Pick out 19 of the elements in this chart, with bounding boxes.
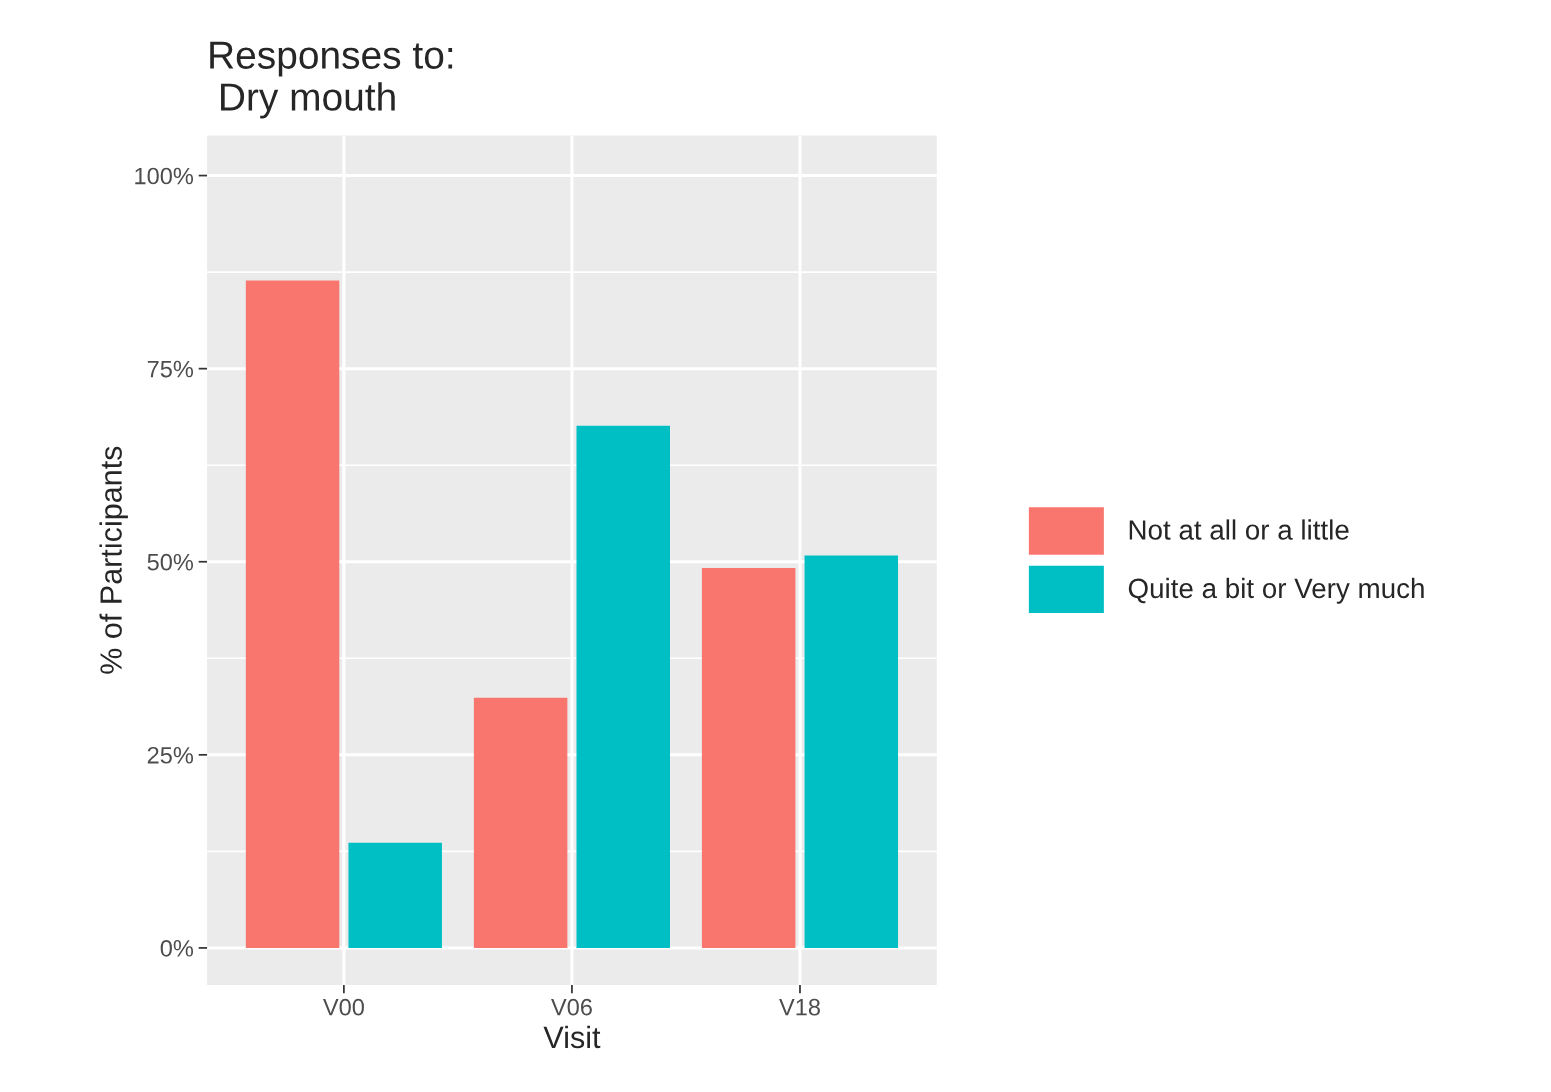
y-tick-label: 75%: [147, 360, 194, 378]
y-axis-title: % of Participants: [99, 446, 128, 674]
x-tick-label: V00: [322, 998, 364, 1016]
bar: [473, 697, 568, 948]
chart-title: Responses to: Dry mouth: [210, 41, 453, 119]
y-tick-label: 25%: [147, 746, 194, 764]
bar: [576, 425, 670, 948]
bar: [348, 842, 442, 948]
bar: [701, 567, 796, 948]
y-tick-label: 100%: [135, 167, 194, 185]
bar: [804, 555, 899, 948]
bar: [245, 280, 340, 948]
x-tick-label: V18: [779, 998, 820, 1016]
legend-label: Not at all or a little: [1129, 519, 1349, 540]
x-axis-title: Visit: [543, 1025, 601, 1049]
y-tick-label: 0%: [160, 939, 194, 957]
legend-label: Quite a bit or Very much: [1128, 577, 1424, 604]
y-tick-label: 50%: [147, 553, 194, 571]
x-tick-label: V06: [551, 998, 592, 1016]
